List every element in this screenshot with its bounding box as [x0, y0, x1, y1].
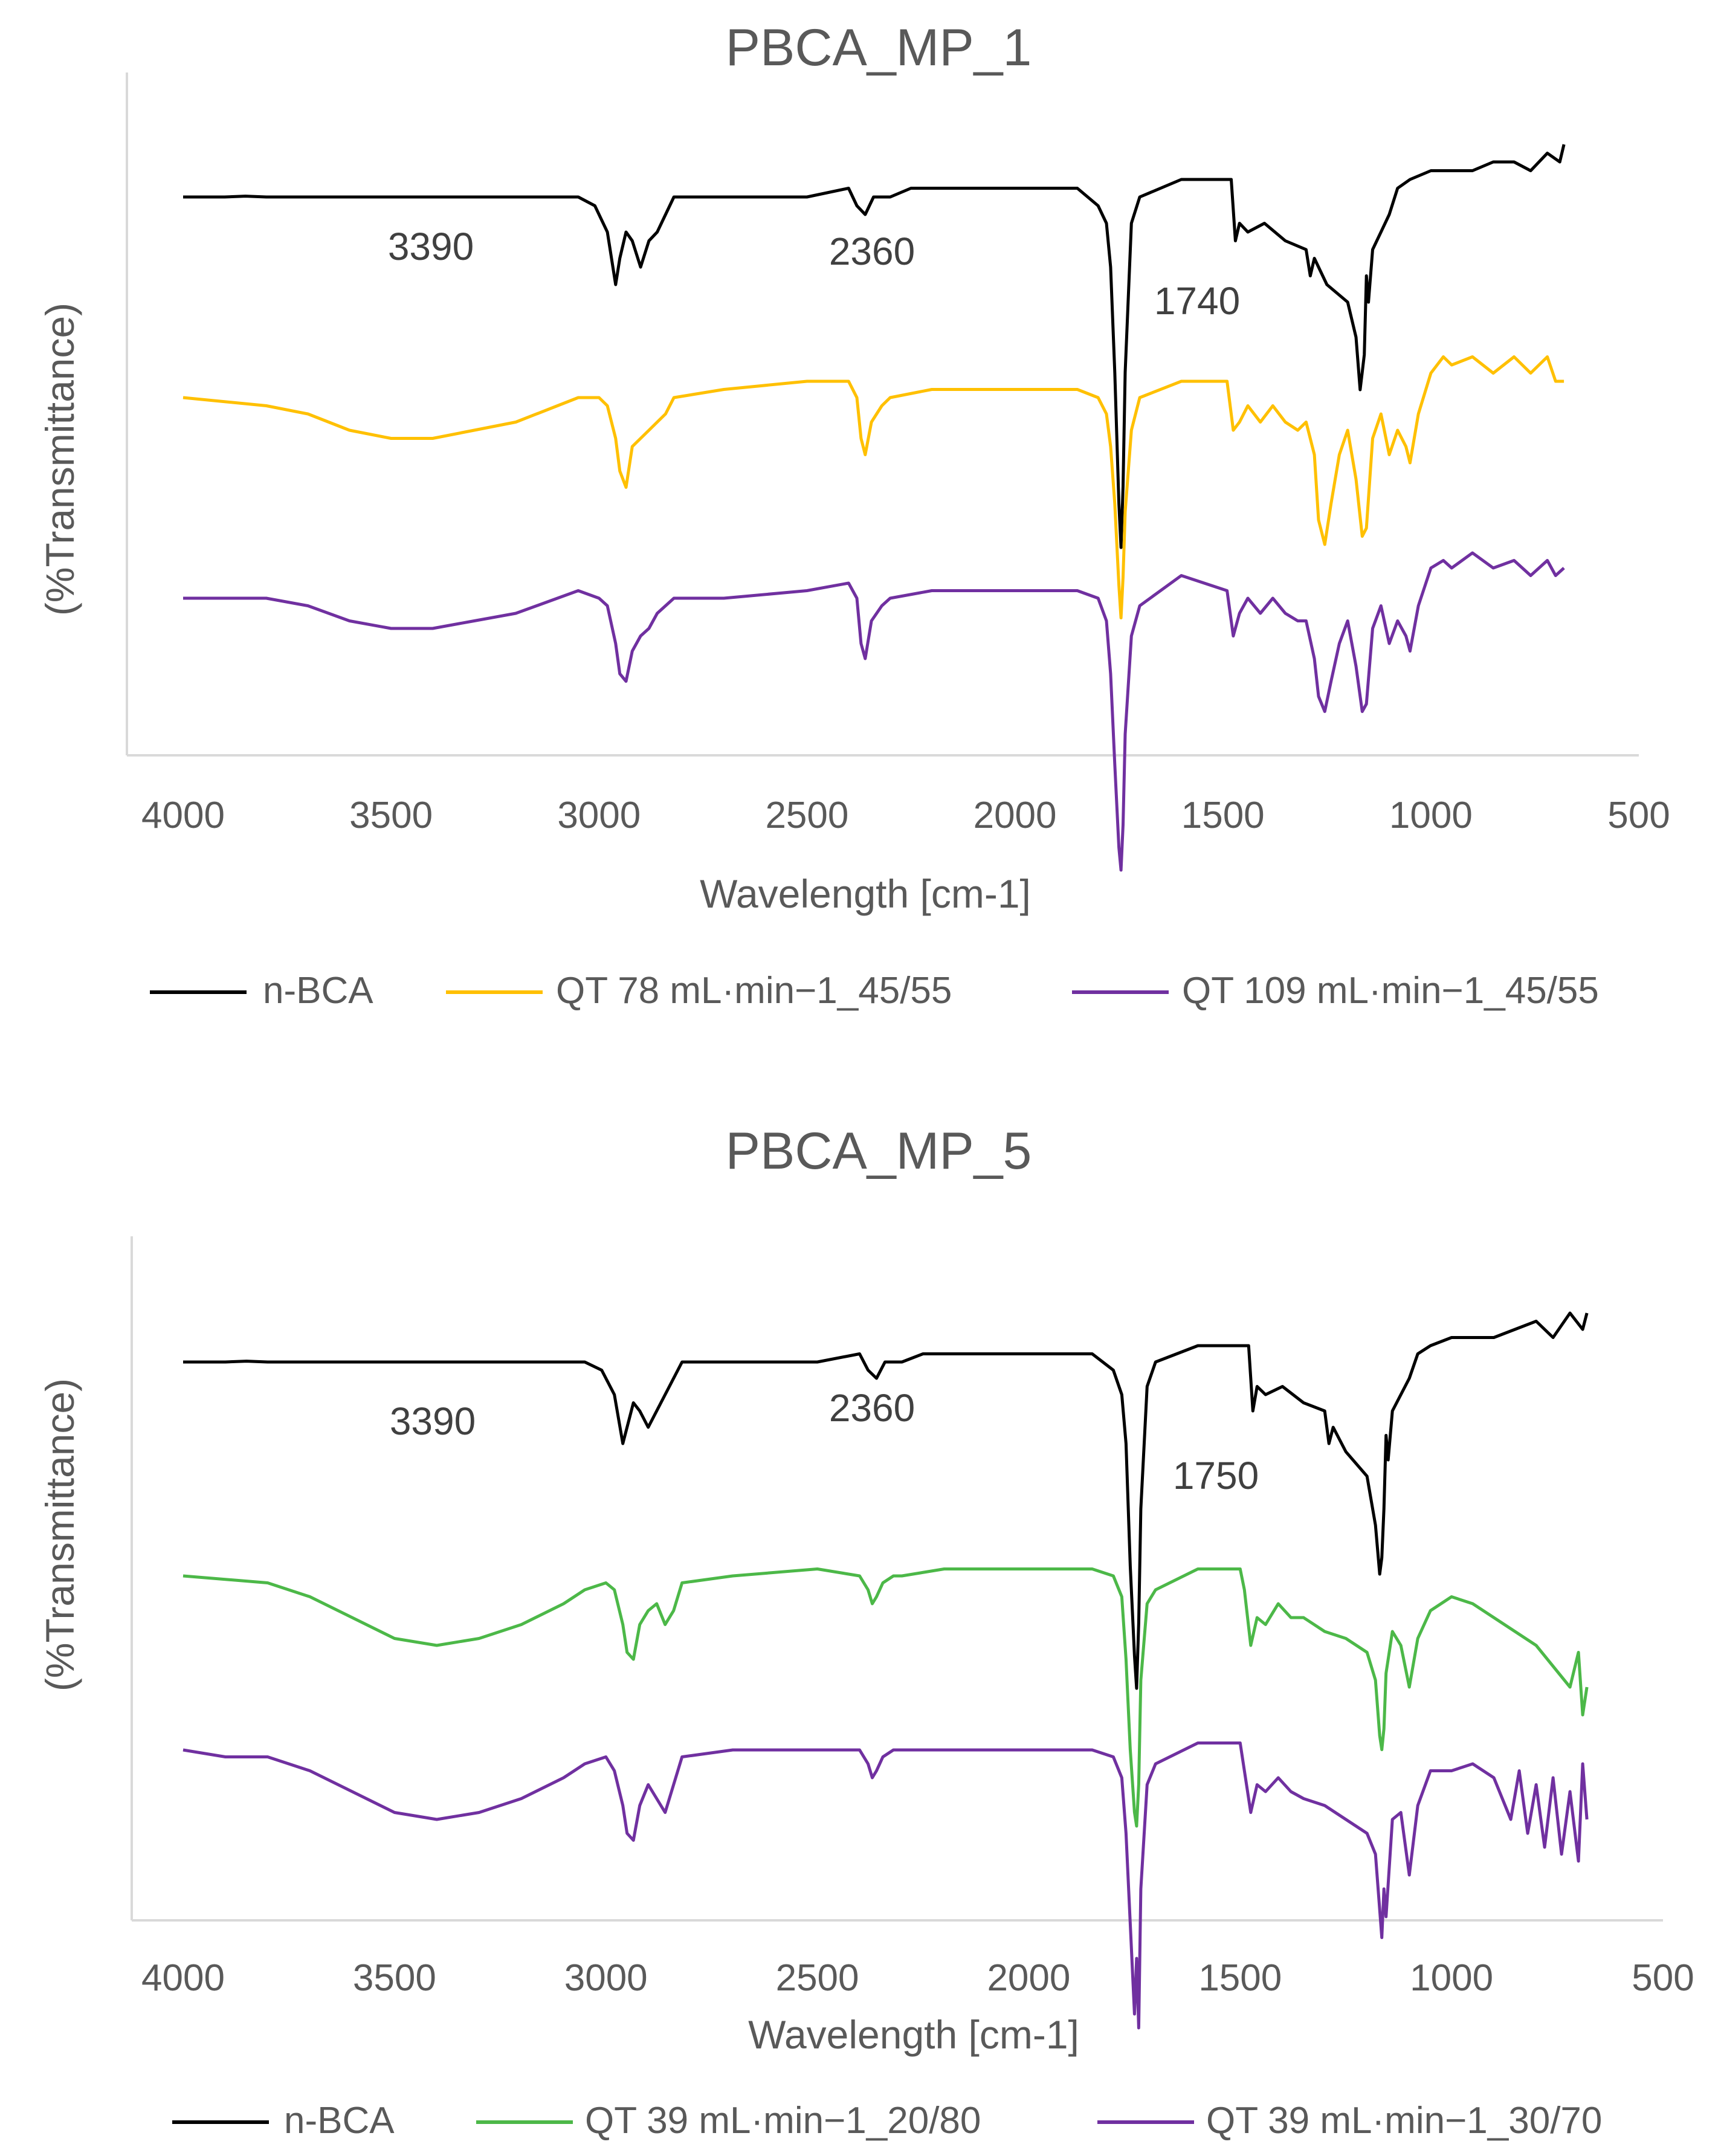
- x-tick-label: 500: [1632, 1957, 1694, 1999]
- x-tick-labels: 4000 3500 3000 2500 2000 1500 1000 500: [141, 795, 1670, 836]
- legend-label: QT 39 mL·min−1_30/70: [1206, 2100, 1602, 2141]
- peak-annotation: 3390: [390, 1399, 476, 1443]
- peak-annotation: 1740: [1154, 279, 1240, 323]
- y-axis-label: (%Transmittance): [37, 303, 82, 616]
- y-axis-label: (%Transmittance): [37, 1378, 82, 1691]
- annotations: 3390 2360 1750: [390, 1386, 1259, 1497]
- x-tick-labels: 4000 3500 3000 2500 2000 1500 1000 500: [141, 1957, 1694, 1999]
- x-tick-label: 1000: [1389, 795, 1473, 836]
- chart-svg: PBCA_MP_5 (%Transmittance) 4000 3500 3000 2…: [37, 1122, 1694, 2141]
- x-tick-label: 2000: [974, 795, 1057, 836]
- series-line: [182, 1741, 1589, 2030]
- x-tick-label: 3000: [564, 1957, 648, 1999]
- chart-pbca-mp-5: PBCA_MP_5 (%Transmittance) 4000 3500 3000 2…: [0, 1078, 1721, 2156]
- x-axis-label: Wavelength [cm-1]: [700, 871, 1031, 916]
- x-tick-label: 1500: [1181, 795, 1265, 836]
- x-tick-label: 1000: [1410, 1957, 1493, 1999]
- legend-label: n-BCA: [284, 2100, 395, 2141]
- peak-annotation: 3390: [388, 225, 474, 268]
- annotations: 3390 2360 1740: [388, 225, 1240, 323]
- chart-title: PBCA_MP_1: [726, 19, 1032, 77]
- series-line: [183, 1311, 1589, 1690]
- x-tick-label: 3000: [557, 795, 641, 836]
- series-line: [182, 355, 1564, 619]
- legend-label: QT 78 mL·min−1_45/55: [556, 970, 952, 1012]
- legend: n-BCA QT 39 mL·min−1_20/80 QT 39 mL·min−1_…: [172, 2100, 1602, 2141]
- series-group: [182, 144, 1566, 872]
- series-line: [182, 1567, 1589, 1828]
- chart-svg: PBCA_MP_1 (%Transmittance) 4000 3500 3000 2…: [37, 19, 1670, 1012]
- x-tick-label: 2500: [765, 795, 848, 836]
- x-tick-label: 3500: [353, 1957, 436, 1999]
- x-tick-label: 1500: [1198, 1957, 1282, 1999]
- x-tick-label: 4000: [141, 795, 225, 836]
- x-tick-label: 2000: [987, 1957, 1070, 1999]
- x-tick-label: 2500: [776, 1957, 859, 1999]
- x-tick-label: 3500: [349, 795, 433, 836]
- series-group: [182, 1311, 1589, 2030]
- peak-annotation: 1750: [1173, 1454, 1259, 1497]
- series-line: [183, 144, 1566, 549]
- chart-pbca-mp-1: PBCA_MP_1 (%Transmittance) 4000 3500 3000 2…: [37, 19, 1670, 1012]
- series-line: [183, 551, 1565, 872]
- legend-label: QT 39 mL·min−1_20/80: [585, 2100, 981, 2141]
- peak-annotation: 2360: [829, 230, 915, 273]
- x-tick-label: 4000: [141, 1957, 225, 1999]
- legend-label: QT 109 mL·min−1_45/55: [1182, 970, 1599, 1012]
- chart-title: PBCA_MP_5: [726, 1122, 1032, 1180]
- legend-label: n-BCA: [263, 970, 373, 1012]
- peak-annotation: 2360: [829, 1386, 915, 1430]
- legend: n-BCA QT 78 mL·min−1_45/55 QT 109 mL·min−1…: [150, 970, 1599, 1012]
- x-tick-label: 500: [1607, 795, 1670, 836]
- x-axis-label: Wavelength [cm-1]: [748, 2012, 1079, 2057]
